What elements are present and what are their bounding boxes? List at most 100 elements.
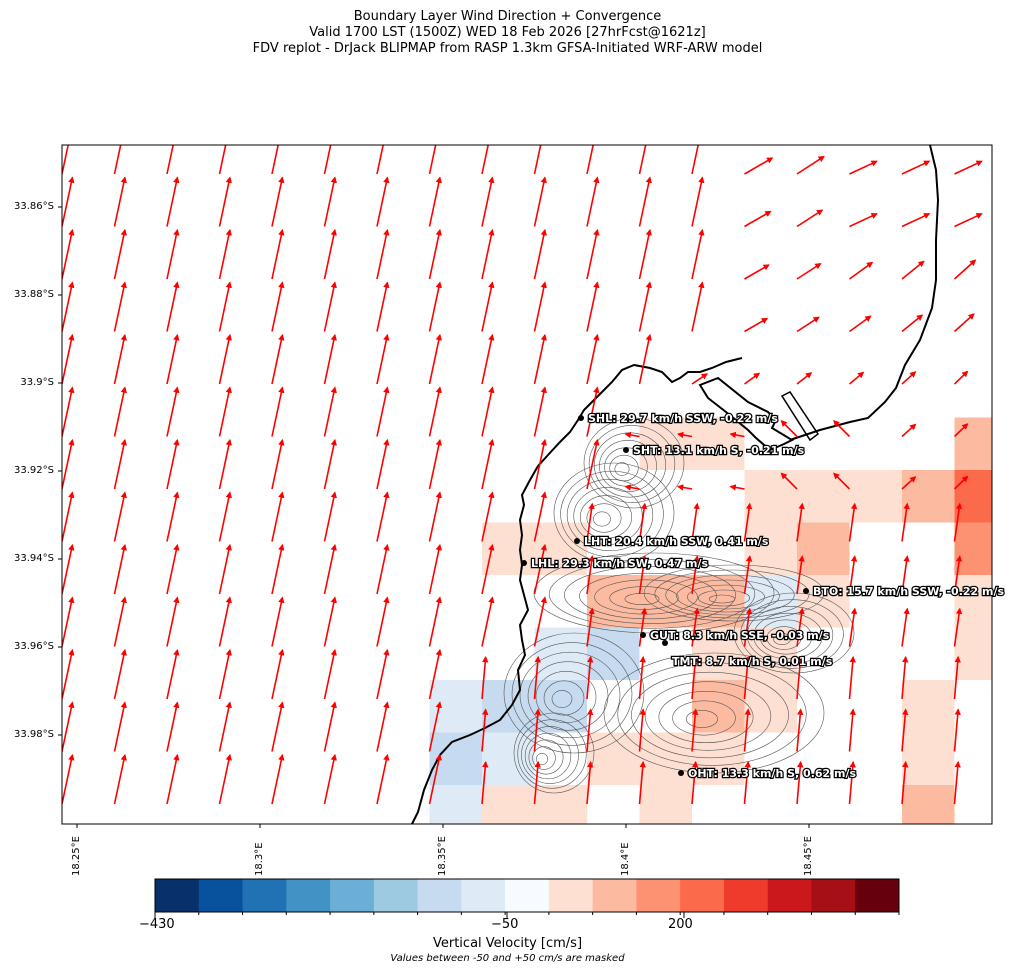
wind-arrow bbox=[953, 655, 961, 700]
contour-line bbox=[603, 652, 825, 774]
wind-arrow bbox=[586, 760, 594, 805]
wind-arrow bbox=[376, 386, 390, 437]
lat-label: 33.9°S bbox=[20, 377, 54, 388]
wind-arrow bbox=[691, 228, 705, 280]
wind-arrow bbox=[744, 264, 770, 280]
velocity-cell bbox=[902, 470, 955, 523]
wind-arrow bbox=[901, 760, 909, 805]
wind-arrow bbox=[271, 176, 285, 227]
wind-arrow bbox=[638, 176, 652, 227]
lat-label: 33.94°S bbox=[14, 553, 54, 564]
wind-arrow bbox=[113, 438, 127, 490]
wind-arrow bbox=[271, 386, 285, 437]
wind-arrow bbox=[729, 484, 745, 491]
wind-arrow bbox=[780, 420, 798, 438]
wind-arrow bbox=[953, 708, 961, 752]
wind-arrow bbox=[166, 333, 180, 385]
wind-arrow bbox=[796, 708, 804, 752]
station-dot bbox=[678, 770, 684, 776]
wind-arrow bbox=[481, 386, 495, 437]
station-oht: OHT: 13.3 km/h S, 0.62 m/s bbox=[678, 766, 858, 781]
wind-arrow bbox=[428, 438, 442, 490]
wind-arrow bbox=[166, 648, 180, 700]
wind-arrow bbox=[166, 596, 180, 647]
wind-arrow bbox=[901, 607, 910, 647]
wind-arrow bbox=[901, 555, 910, 595]
contour-line bbox=[773, 632, 791, 646]
contour-line bbox=[517, 719, 587, 789]
contour-line bbox=[521, 726, 579, 784]
contour-line bbox=[553, 462, 675, 564]
contour-line bbox=[672, 700, 736, 736]
lon-label: 18.25°E bbox=[71, 836, 82, 876]
station-shl: SHL: 29.7 km/h SSW, -0.22 m/s bbox=[578, 411, 780, 426]
wind-arrow bbox=[113, 648, 127, 700]
velocity-cell bbox=[587, 575, 640, 628]
wind-arrow bbox=[62, 648, 75, 700]
wind-arrow bbox=[729, 431, 745, 439]
wind-arrow bbox=[166, 753, 180, 805]
wind-arrow bbox=[901, 476, 917, 490]
lat-label: 33.92°S bbox=[14, 465, 54, 476]
wind-arrow bbox=[796, 263, 822, 280]
velocity-cell bbox=[692, 680, 745, 733]
wind-arrow bbox=[376, 491, 390, 542]
wind-arrow bbox=[62, 491, 75, 542]
wind-arrow bbox=[428, 333, 442, 385]
wind-arrow bbox=[271, 543, 285, 595]
title-line-2: Valid 1700 LST (1500Z) WED 18 Feb 2026 [… bbox=[309, 25, 706, 40]
wind-arrow bbox=[586, 228, 600, 280]
contour-line bbox=[548, 559, 756, 629]
wind-arrow bbox=[62, 386, 75, 437]
wind-arrow bbox=[953, 313, 975, 333]
station-label: SHL: 29.7 km/h SSW, -0.22 m/s bbox=[588, 412, 778, 425]
velocity-cell bbox=[797, 470, 850, 523]
wind-arrow bbox=[796, 555, 805, 595]
wind-arrow bbox=[901, 213, 931, 228]
wind-arrow bbox=[848, 760, 856, 805]
velocity-cell bbox=[692, 627, 745, 680]
station-label: GUT: 8.3 km/h SSE, -0.03 m/s bbox=[650, 629, 830, 642]
colorbar-swatch bbox=[548, 879, 594, 912]
wind-arrow bbox=[533, 491, 547, 542]
wind-arrow bbox=[376, 438, 390, 490]
contour-line bbox=[524, 732, 572, 780]
wind-arrow bbox=[62, 228, 75, 280]
wind-arrows bbox=[62, 145, 983, 805]
contour-line bbox=[740, 599, 844, 669]
lat-label: 33.86°S bbox=[14, 201, 54, 212]
wind-arrow bbox=[676, 484, 693, 491]
wind-arrow bbox=[62, 438, 75, 490]
wind-arrow bbox=[901, 160, 931, 175]
wind-arrow bbox=[428, 145, 437, 175]
wind-arrow bbox=[428, 701, 442, 752]
wind-arrow bbox=[323, 145, 332, 175]
wind-arrow bbox=[796, 316, 820, 333]
wind-arrow bbox=[166, 438, 180, 490]
contour-line bbox=[665, 574, 795, 616]
station-gut: GUT: 8.3 km/h SSE, -0.03 m/s bbox=[640, 628, 831, 643]
wind-arrow bbox=[376, 648, 390, 700]
velocity-cell bbox=[429, 680, 482, 733]
wind-arrow bbox=[428, 176, 442, 227]
velocity-cell bbox=[587, 732, 640, 785]
wind-arrow bbox=[586, 333, 600, 385]
wind-arrow bbox=[218, 543, 232, 595]
wind-arrow bbox=[271, 228, 285, 280]
wind-arrow bbox=[481, 596, 495, 647]
wind-arrow bbox=[638, 502, 648, 542]
wind-arrow bbox=[691, 145, 699, 175]
station-lhl: LHL: 29.3 km/h SW, 0.47 m/s bbox=[521, 556, 710, 571]
wind-arrow bbox=[533, 176, 547, 227]
wind-arrow bbox=[166, 491, 180, 542]
wind-arrow bbox=[833, 472, 851, 490]
wind-arrow bbox=[533, 543, 547, 595]
wind-arrow bbox=[113, 386, 127, 437]
contour-line bbox=[617, 662, 807, 766]
wind-arrow bbox=[62, 543, 75, 595]
wind-arrow bbox=[586, 502, 595, 542]
station-dot bbox=[640, 632, 646, 638]
wind-arrow bbox=[271, 753, 285, 805]
wind-arrow bbox=[676, 431, 693, 439]
contour-line bbox=[624, 592, 660, 606]
